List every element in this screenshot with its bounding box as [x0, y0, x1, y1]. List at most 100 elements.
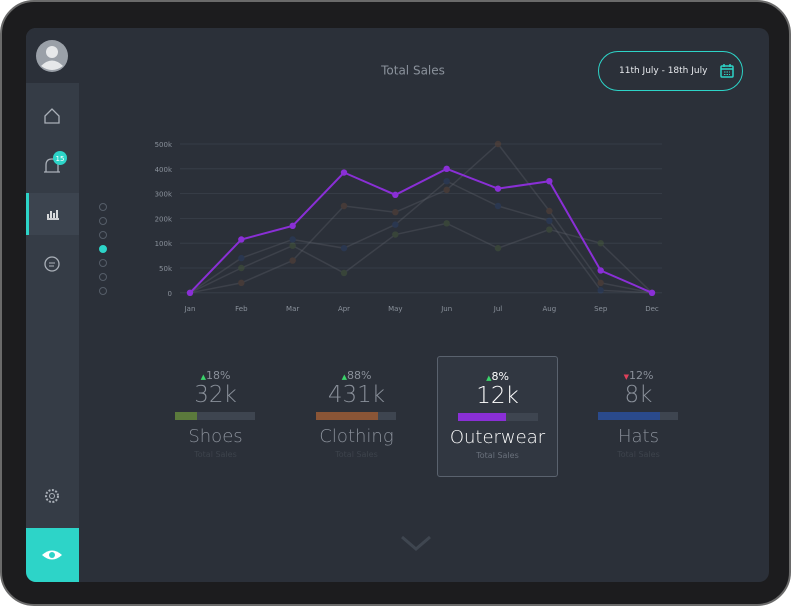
x-tick-label: Aug [542, 305, 556, 313]
scroll-down[interactable] [400, 533, 432, 553]
x-tick-label: May [388, 305, 402, 313]
sales-value: 32k [194, 382, 237, 408]
page-dot[interactable] [99, 217, 107, 225]
data-point [546, 217, 553, 225]
page-dot[interactable] [99, 245, 107, 253]
data-point [648, 289, 656, 296]
progress-fill [458, 413, 506, 421]
trend-arrow: ▼ [623, 373, 629, 381]
chart-title: Total Sales [380, 64, 445, 78]
series [186, 220, 656, 296]
data-point [597, 279, 604, 287]
sales-value: 12k [476, 383, 519, 409]
y-tick-label: 0 [168, 290, 172, 298]
series [186, 165, 656, 296]
data-point [392, 221, 399, 228]
data-point [597, 240, 604, 247]
y-tick-label: 50k [159, 265, 173, 273]
y-tick-label: 300k [155, 191, 173, 199]
page-dot[interactable] [99, 259, 107, 267]
y-tick-label: 400k [155, 166, 173, 174]
data-point [340, 202, 348, 210]
category-card[interactable]: ▲18% 32k Shoes Total Sales [155, 356, 276, 477]
page-dot[interactable] [99, 273, 107, 281]
data-point [443, 165, 450, 172]
caption: Total Sales [476, 451, 519, 460]
data-point [392, 209, 399, 216]
change-value: 8% [491, 370, 509, 383]
data-point [494, 185, 502, 192]
series-line [189, 222, 653, 294]
category-name: Hats [617, 426, 659, 447]
category-card[interactable]: ▼12% 8k Hats Total Sales [578, 356, 699, 477]
data-point [392, 231, 399, 238]
category-name: Outerwear [449, 427, 546, 448]
caption: Total Sales [617, 450, 660, 459]
change-value: 88% [346, 369, 372, 382]
active-nav[interactable] [26, 193, 79, 235]
data-point [289, 257, 296, 264]
page-dot[interactable] [99, 203, 107, 211]
data-point [597, 267, 604, 274]
progress-fill [175, 412, 198, 420]
data-point [340, 269, 348, 277]
series-line [189, 167, 653, 294]
progress-fill [598, 412, 661, 420]
change: ▲8% [438, 370, 557, 383]
data-point [597, 287, 604, 294]
x-tick-label: Jun [440, 305, 452, 313]
progress-track [458, 413, 538, 421]
change-value: 12% [628, 369, 654, 382]
data-point [494, 244, 502, 252]
data-point [289, 236, 296, 243]
data-point [238, 279, 245, 287]
trend-arrow: ▲ [486, 374, 492, 382]
caption: Total Sales [335, 450, 378, 459]
x-tick-label: Apr [338, 305, 350, 313]
data-point [443, 186, 450, 194]
data-point [289, 222, 296, 230]
change-value: 18% [205, 369, 231, 382]
sidebar: 15 [26, 28, 79, 582]
change: ▼12% [578, 369, 699, 382]
data-point [238, 264, 245, 272]
sales-value: 8k [624, 382, 653, 408]
data-point [238, 236, 245, 243]
series-line [189, 142, 653, 294]
settings-icon[interactable] [26, 482, 79, 512]
chat-icon[interactable] [26, 250, 79, 280]
bell-icon[interactable]: 15 [26, 148, 79, 182]
page-dot[interactable] [99, 287, 107, 295]
progress-fill [316, 412, 379, 420]
sales-value: 431k [327, 382, 386, 408]
data-point [546, 207, 553, 215]
home-icon[interactable] [26, 98, 79, 128]
notification-badge: 15 [56, 155, 65, 163]
data-point [340, 169, 348, 176]
x-tick-label: Sep [594, 305, 608, 313]
data-point [443, 178, 450, 185]
progress-track [175, 412, 255, 420]
avatar[interactable] [26, 28, 79, 83]
view-button[interactable] [26, 528, 79, 582]
data-point [289, 242, 296, 249]
x-tick-label: Feb [235, 305, 248, 313]
x-tick-label: Jul [493, 305, 503, 313]
date-range: 11th July - 18th July [619, 66, 708, 76]
data-point [443, 220, 450, 227]
trend-arrow: ▲ [341, 373, 347, 381]
progress-track [316, 412, 396, 420]
data-point [494, 202, 502, 210]
avatar-area [26, 28, 79, 83]
category-card[interactable]: ▲8% 12k Outerwear Total Sales [437, 356, 558, 477]
data-point [186, 289, 194, 296]
category-card[interactable]: ▲88% 431k Clothing Total Sales [296, 356, 417, 477]
data-point [546, 178, 553, 185]
data-point [340, 244, 348, 252]
series [186, 178, 656, 296]
date-picker[interactable]: 11th July - 18th July [598, 51, 743, 91]
trend-arrow: ▲ [200, 373, 206, 381]
page-dot[interactable] [99, 231, 107, 239]
